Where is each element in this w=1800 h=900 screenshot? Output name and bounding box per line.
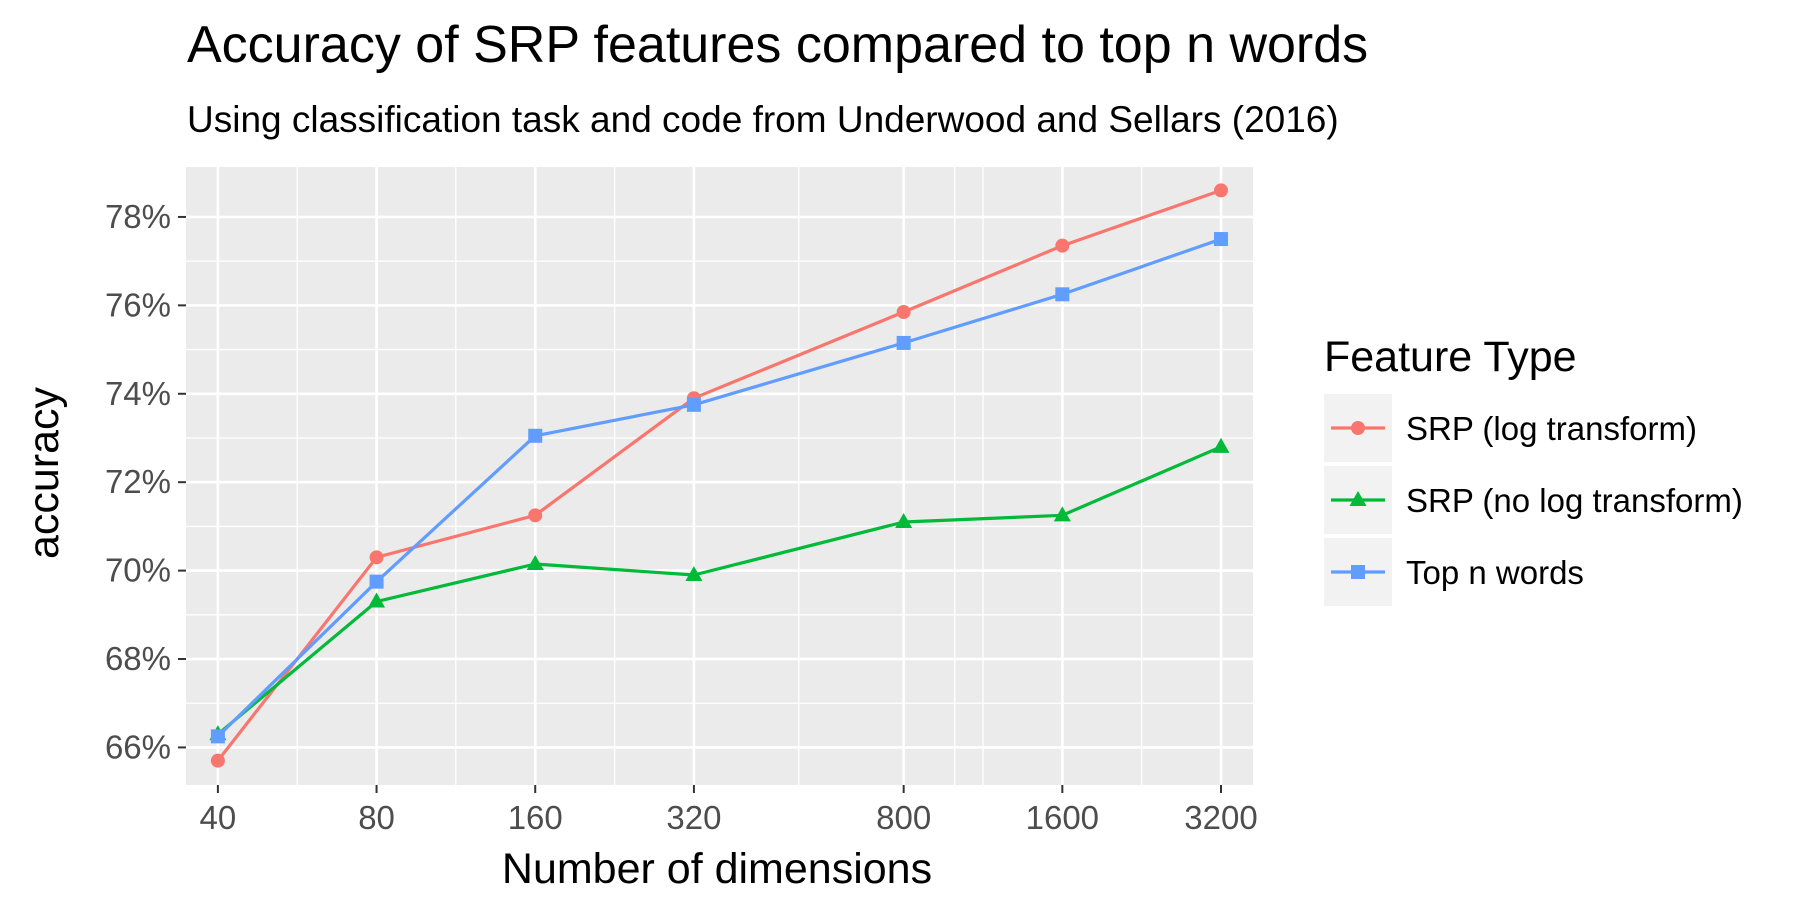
y-tick-label: 76% bbox=[105, 286, 171, 323]
data-point bbox=[369, 574, 384, 589]
chart-subtitle: Using classification task and code from … bbox=[187, 99, 1339, 140]
data-point bbox=[896, 335, 911, 350]
legend-item: Top n words bbox=[1324, 538, 1584, 606]
legend-label: Top n words bbox=[1406, 554, 1584, 591]
legend-key-marker bbox=[1351, 565, 1365, 579]
data-point bbox=[1212, 437, 1230, 453]
data-point bbox=[1055, 287, 1070, 302]
chart-title: Accuracy of SRP features compared to top… bbox=[187, 16, 1368, 74]
data-point bbox=[528, 508, 543, 523]
data-point bbox=[526, 554, 544, 570]
major-gridlines bbox=[186, 167, 1253, 785]
data-point bbox=[895, 512, 913, 528]
x-axis-title: Number of dimensions bbox=[502, 845, 932, 893]
x-tick-label: 800 bbox=[876, 799, 931, 836]
data-point bbox=[686, 397, 701, 412]
legend-title: Feature Type bbox=[1324, 333, 1577, 381]
series-group bbox=[210, 232, 1229, 744]
x-tick-label: 320 bbox=[666, 799, 721, 836]
legend-key-marker bbox=[1349, 491, 1367, 506]
data-point bbox=[1055, 238, 1070, 253]
data-point bbox=[368, 592, 386, 608]
data-point bbox=[1214, 183, 1229, 198]
legend-item: SRP (log transform) bbox=[1324, 394, 1697, 462]
data-point bbox=[685, 566, 703, 582]
data-point bbox=[1053, 506, 1071, 522]
data-point bbox=[210, 753, 225, 768]
plot-panel bbox=[186, 167, 1253, 785]
x-tick-label: 80 bbox=[358, 799, 395, 836]
x-tick-label: 160 bbox=[508, 799, 563, 836]
y-tick-label: 68% bbox=[105, 640, 171, 677]
x-tick-labels: 40 80 160 320 800 1600 3200 bbox=[200, 799, 1258, 836]
series-layer bbox=[209, 183, 1230, 768]
y-tick-labels: 66% 68% 70% 72% 74% 76% 78% bbox=[105, 198, 171, 765]
data-point bbox=[210, 729, 225, 744]
legend-label: SRP (no log transform) bbox=[1406, 482, 1743, 519]
y-tick-label: 74% bbox=[105, 375, 171, 412]
data-point bbox=[896, 304, 911, 319]
y-tick-label: 72% bbox=[105, 463, 171, 500]
legend-key-marker bbox=[1351, 421, 1365, 435]
legend-label: SRP (log transform) bbox=[1406, 410, 1697, 447]
minor-gridlines bbox=[186, 167, 1253, 785]
legend-item: SRP (no log transform) bbox=[1324, 466, 1743, 534]
data-point bbox=[369, 550, 384, 565]
x-tick-label: 3200 bbox=[1184, 799, 1257, 836]
y-axis-title: accuracy bbox=[20, 386, 68, 559]
y-tick-label: 70% bbox=[105, 552, 171, 589]
axis-ticks bbox=[178, 215, 1223, 793]
data-point bbox=[528, 428, 543, 443]
y-tick-label: 66% bbox=[105, 728, 171, 765]
x-tick-label: 1600 bbox=[1026, 799, 1099, 836]
legend: SRP (log transform) SRP (no log transform… bbox=[1324, 394, 1743, 606]
y-tick-label: 78% bbox=[105, 198, 171, 235]
data-point bbox=[1214, 232, 1229, 247]
x-tick-label: 40 bbox=[200, 799, 237, 836]
